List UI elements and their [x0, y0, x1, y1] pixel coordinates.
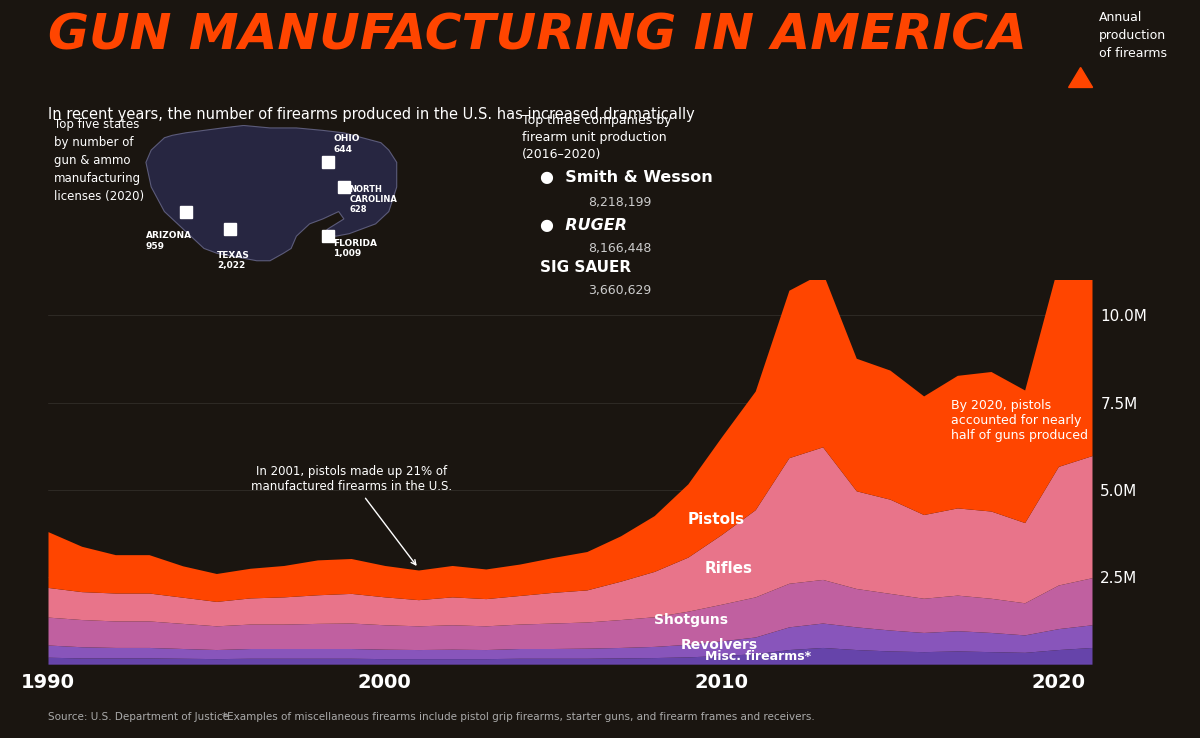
Text: NORTH
CAROLINA
628: NORTH CAROLINA 628 — [349, 184, 397, 214]
Text: 3,660,629: 3,660,629 — [588, 284, 652, 297]
Text: Annual
production
of firearms: Annual production of firearms — [1099, 11, 1168, 60]
Text: ●  Smith & Wesson: ● Smith & Wesson — [540, 170, 713, 184]
Text: OHIO
644: OHIO 644 — [334, 134, 360, 154]
Polygon shape — [146, 125, 397, 261]
Text: ARIZONA
959: ARIZONA 959 — [146, 231, 192, 251]
Text: FLORIDA
1,009: FLORIDA 1,009 — [334, 238, 377, 258]
Text: Top three companies by
firearm unit production
(2016–2020): Top three companies by firearm unit prod… — [522, 114, 672, 162]
Text: SIG SAUER: SIG SAUER — [540, 260, 631, 275]
Text: Misc. firearms*: Misc. firearms* — [704, 650, 811, 663]
Polygon shape — [1068, 67, 1093, 87]
Text: 8,166,448: 8,166,448 — [588, 242, 652, 255]
Text: Pistols: Pistols — [688, 512, 745, 527]
Text: Rifles: Rifles — [704, 561, 752, 576]
Text: In recent years, the number of firearms produced in the U.S. has increased drama: In recent years, the number of firearms … — [48, 107, 695, 122]
Text: Top five states
by number of
gun & ammo
manufacturing
licenses (2020): Top five states by number of gun & ammo … — [54, 118, 144, 203]
Text: By 2020, pistols
accounted for nearly
half of guns produced: By 2020, pistols accounted for nearly ha… — [950, 399, 1087, 442]
Text: ●  RUGER: ● RUGER — [540, 218, 628, 232]
Text: GUN MANUFACTURING IN AMERICA: GUN MANUFACTURING IN AMERICA — [48, 11, 1027, 59]
Text: Source: U.S. Department of Justice: Source: U.S. Department of Justice — [48, 711, 229, 722]
Text: TEXAS
2,022: TEXAS 2,022 — [217, 251, 250, 270]
Text: 8,218,199: 8,218,199 — [588, 196, 652, 209]
Text: Revolvers: Revolvers — [682, 638, 758, 652]
Text: *Examples of miscellaneous firearms include pistol grip firearms, starter guns, : *Examples of miscellaneous firearms incl… — [222, 711, 815, 722]
Text: In 2001, pistols made up 21% of
manufactured firearms in the U.S.: In 2001, pistols made up 21% of manufact… — [251, 465, 451, 565]
Text: Shotguns: Shotguns — [654, 613, 728, 627]
